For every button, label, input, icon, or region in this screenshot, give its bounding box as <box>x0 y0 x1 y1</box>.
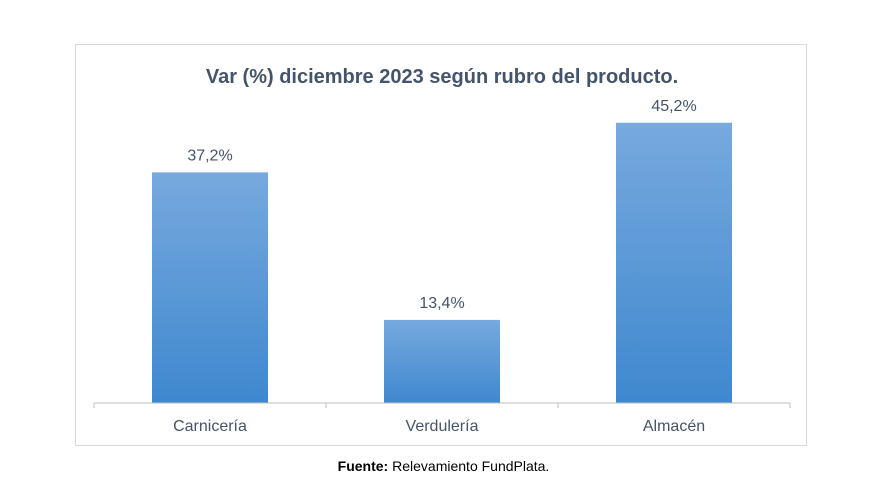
category-label: Carnicería <box>173 418 247 435</box>
category-label: Almacén <box>643 418 705 435</box>
chart-frame: Var (%) diciembre 2023 según rubro del p… <box>75 44 807 446</box>
category-label: Verdulería <box>406 418 479 435</box>
bar-chart: Var (%) diciembre 2023 según rubro del p… <box>93 66 791 435</box>
bar-carnicería <box>152 172 268 403</box>
bar-verdulería <box>384 319 500 403</box>
data-label: 45,2% <box>651 98 696 115</box>
source-text: Relevamiento FundPlata. <box>388 458 550 474</box>
source-note: Fuente: Relevamiento FundPlata. <box>0 458 887 474</box>
bar-almacén <box>616 122 732 403</box>
data-label: 13,4% <box>419 295 464 312</box>
data-label: 37,2% <box>187 147 232 164</box>
chart-title: Var (%) diciembre 2023 según rubro del p… <box>206 66 678 88</box>
source-label: Fuente: <box>337 458 389 474</box>
